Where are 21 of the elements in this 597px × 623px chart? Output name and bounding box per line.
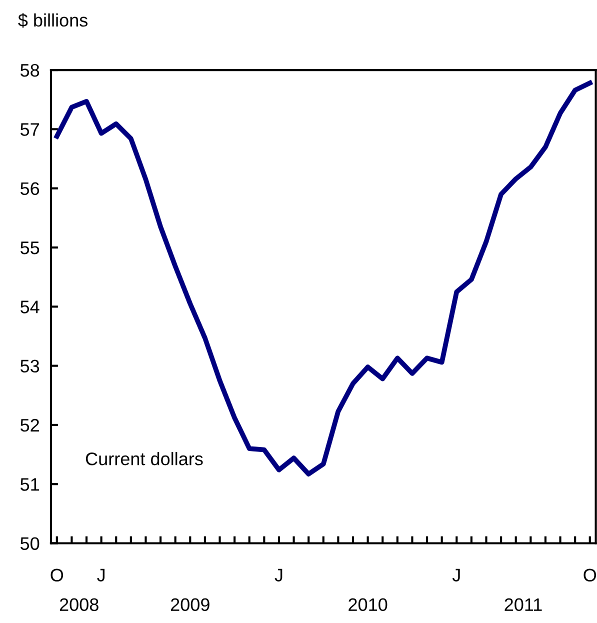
y-tick-label: 58: [20, 64, 40, 77]
y-axis-title: $ billions: [18, 13, 88, 28]
y-tick-label: 56: [20, 182, 40, 196]
y-tick-label: 52: [20, 418, 39, 432]
y-tick-label: 53: [20, 360, 40, 373]
y-tick-label: 51: [20, 478, 39, 491]
text: Current dollars: [86, 452, 203, 466]
y-tick-label: 50: [20, 537, 40, 550]
x-tick-label: J: [452, 568, 460, 582]
x-tick-label: J: [97, 568, 104, 582]
x-tick-label: J: [274, 568, 282, 582]
line-series: [54, 80, 592, 476]
y-tick-label: 54: [20, 300, 40, 314]
y-tick-label: 55: [20, 242, 40, 254]
x-tick-label: O: [584, 568, 596, 582]
text: 2010: [348, 598, 388, 612]
text: 2011: [504, 598, 542, 612]
y-tick-label: 57: [20, 123, 39, 136]
text: 2008: [60, 598, 98, 612]
x-tick-label: O: [50, 568, 64, 582]
text: 2009: [170, 598, 210, 612]
